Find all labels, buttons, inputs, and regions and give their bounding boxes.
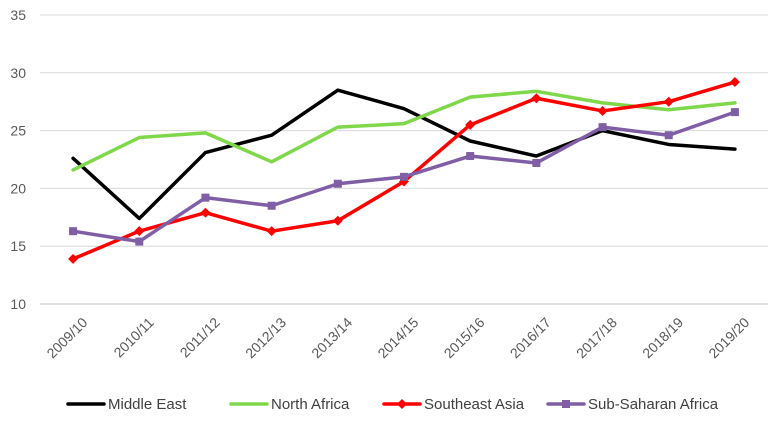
data-point-southeast-asia xyxy=(531,93,542,104)
x-tick-label: 2010/11 xyxy=(110,314,157,361)
data-point-southeast-asia xyxy=(597,105,608,116)
data-point-sub-saharan-africa xyxy=(333,179,342,188)
data-point-sub-saharan-africa xyxy=(201,193,210,202)
legend-marker xyxy=(397,399,407,409)
data-point-sub-saharan-africa xyxy=(466,152,475,161)
series-southeast-asia xyxy=(68,77,740,264)
y-tick-label: 20 xyxy=(10,180,26,196)
data-point-sub-saharan-africa xyxy=(532,158,541,167)
data-point-southeast-asia xyxy=(68,253,79,264)
data-point-sub-saharan-africa xyxy=(598,123,607,132)
legend-label: North Africa xyxy=(271,396,350,413)
legend-item-north-africa: North Africa xyxy=(229,396,350,413)
legend-item-sub-saharan-africa: Sub-Saharan Africa xyxy=(546,396,719,413)
data-point-sub-saharan-africa xyxy=(664,131,673,140)
gridlines xyxy=(40,14,768,305)
data-point-southeast-asia xyxy=(465,119,476,130)
x-tick-label: 2011/12 xyxy=(177,314,224,361)
series-middle-east xyxy=(71,88,737,221)
series-line-north-africa xyxy=(71,89,737,172)
y-tick-label: 15 xyxy=(10,238,26,254)
legend-item-middle-east: Middle East xyxy=(66,396,187,413)
legend-label: Southeast Asia xyxy=(424,396,525,413)
x-tick-label: 2014/15 xyxy=(374,314,421,361)
y-tick-label: 10 xyxy=(10,296,26,312)
x-tick-label: 2016/17 xyxy=(507,314,554,361)
x-tick-label: 2009/10 xyxy=(43,314,90,361)
legend-marker xyxy=(562,400,570,408)
y-tick-label: 35 xyxy=(10,7,26,23)
y-tick-label: 30 xyxy=(10,65,26,81)
data-point-southeast-asia xyxy=(266,226,277,237)
x-tick-label: 2013/14 xyxy=(308,314,355,361)
legend: Middle East North Africa Southeast Asia Sub… xyxy=(66,396,719,413)
x-tick-label: 2019/20 xyxy=(705,314,752,361)
data-point-sub-saharan-africa xyxy=(69,227,78,236)
data-point-southeast-asia xyxy=(663,96,674,107)
data-point-sub-saharan-africa xyxy=(730,108,739,117)
series-layer xyxy=(68,77,740,264)
series-north-africa xyxy=(71,89,737,172)
x-axis: 2009/10 2010/11 2011/12 2012/13 2013/14 2014/… xyxy=(43,314,752,361)
data-point-sub-saharan-africa xyxy=(267,201,276,210)
data-point-southeast-asia xyxy=(134,226,145,237)
x-tick-label: 2017/18 xyxy=(573,314,620,361)
x-tick-label: 2012/13 xyxy=(242,314,289,361)
data-point-sub-saharan-africa xyxy=(400,172,408,181)
legend-label: Sub-Saharan Africa xyxy=(588,396,719,413)
data-point-southeast-asia xyxy=(200,207,211,218)
legend-label: Middle East xyxy=(108,396,187,413)
data-point-southeast-asia xyxy=(729,77,740,88)
y-axis: 10 15 20 25 30 35 xyxy=(10,7,26,312)
x-tick-label: 2015/16 xyxy=(441,314,488,361)
y-tick-label: 25 xyxy=(10,123,26,139)
data-point-southeast-asia xyxy=(332,215,343,226)
x-tick-label: 2018/19 xyxy=(639,314,686,361)
series-line-middle-east xyxy=(71,88,737,221)
series-sub-saharan-africa xyxy=(69,108,739,246)
data-point-sub-saharan-africa xyxy=(135,237,144,246)
legend-item-southeast-asia: Southeast Asia xyxy=(382,396,525,413)
